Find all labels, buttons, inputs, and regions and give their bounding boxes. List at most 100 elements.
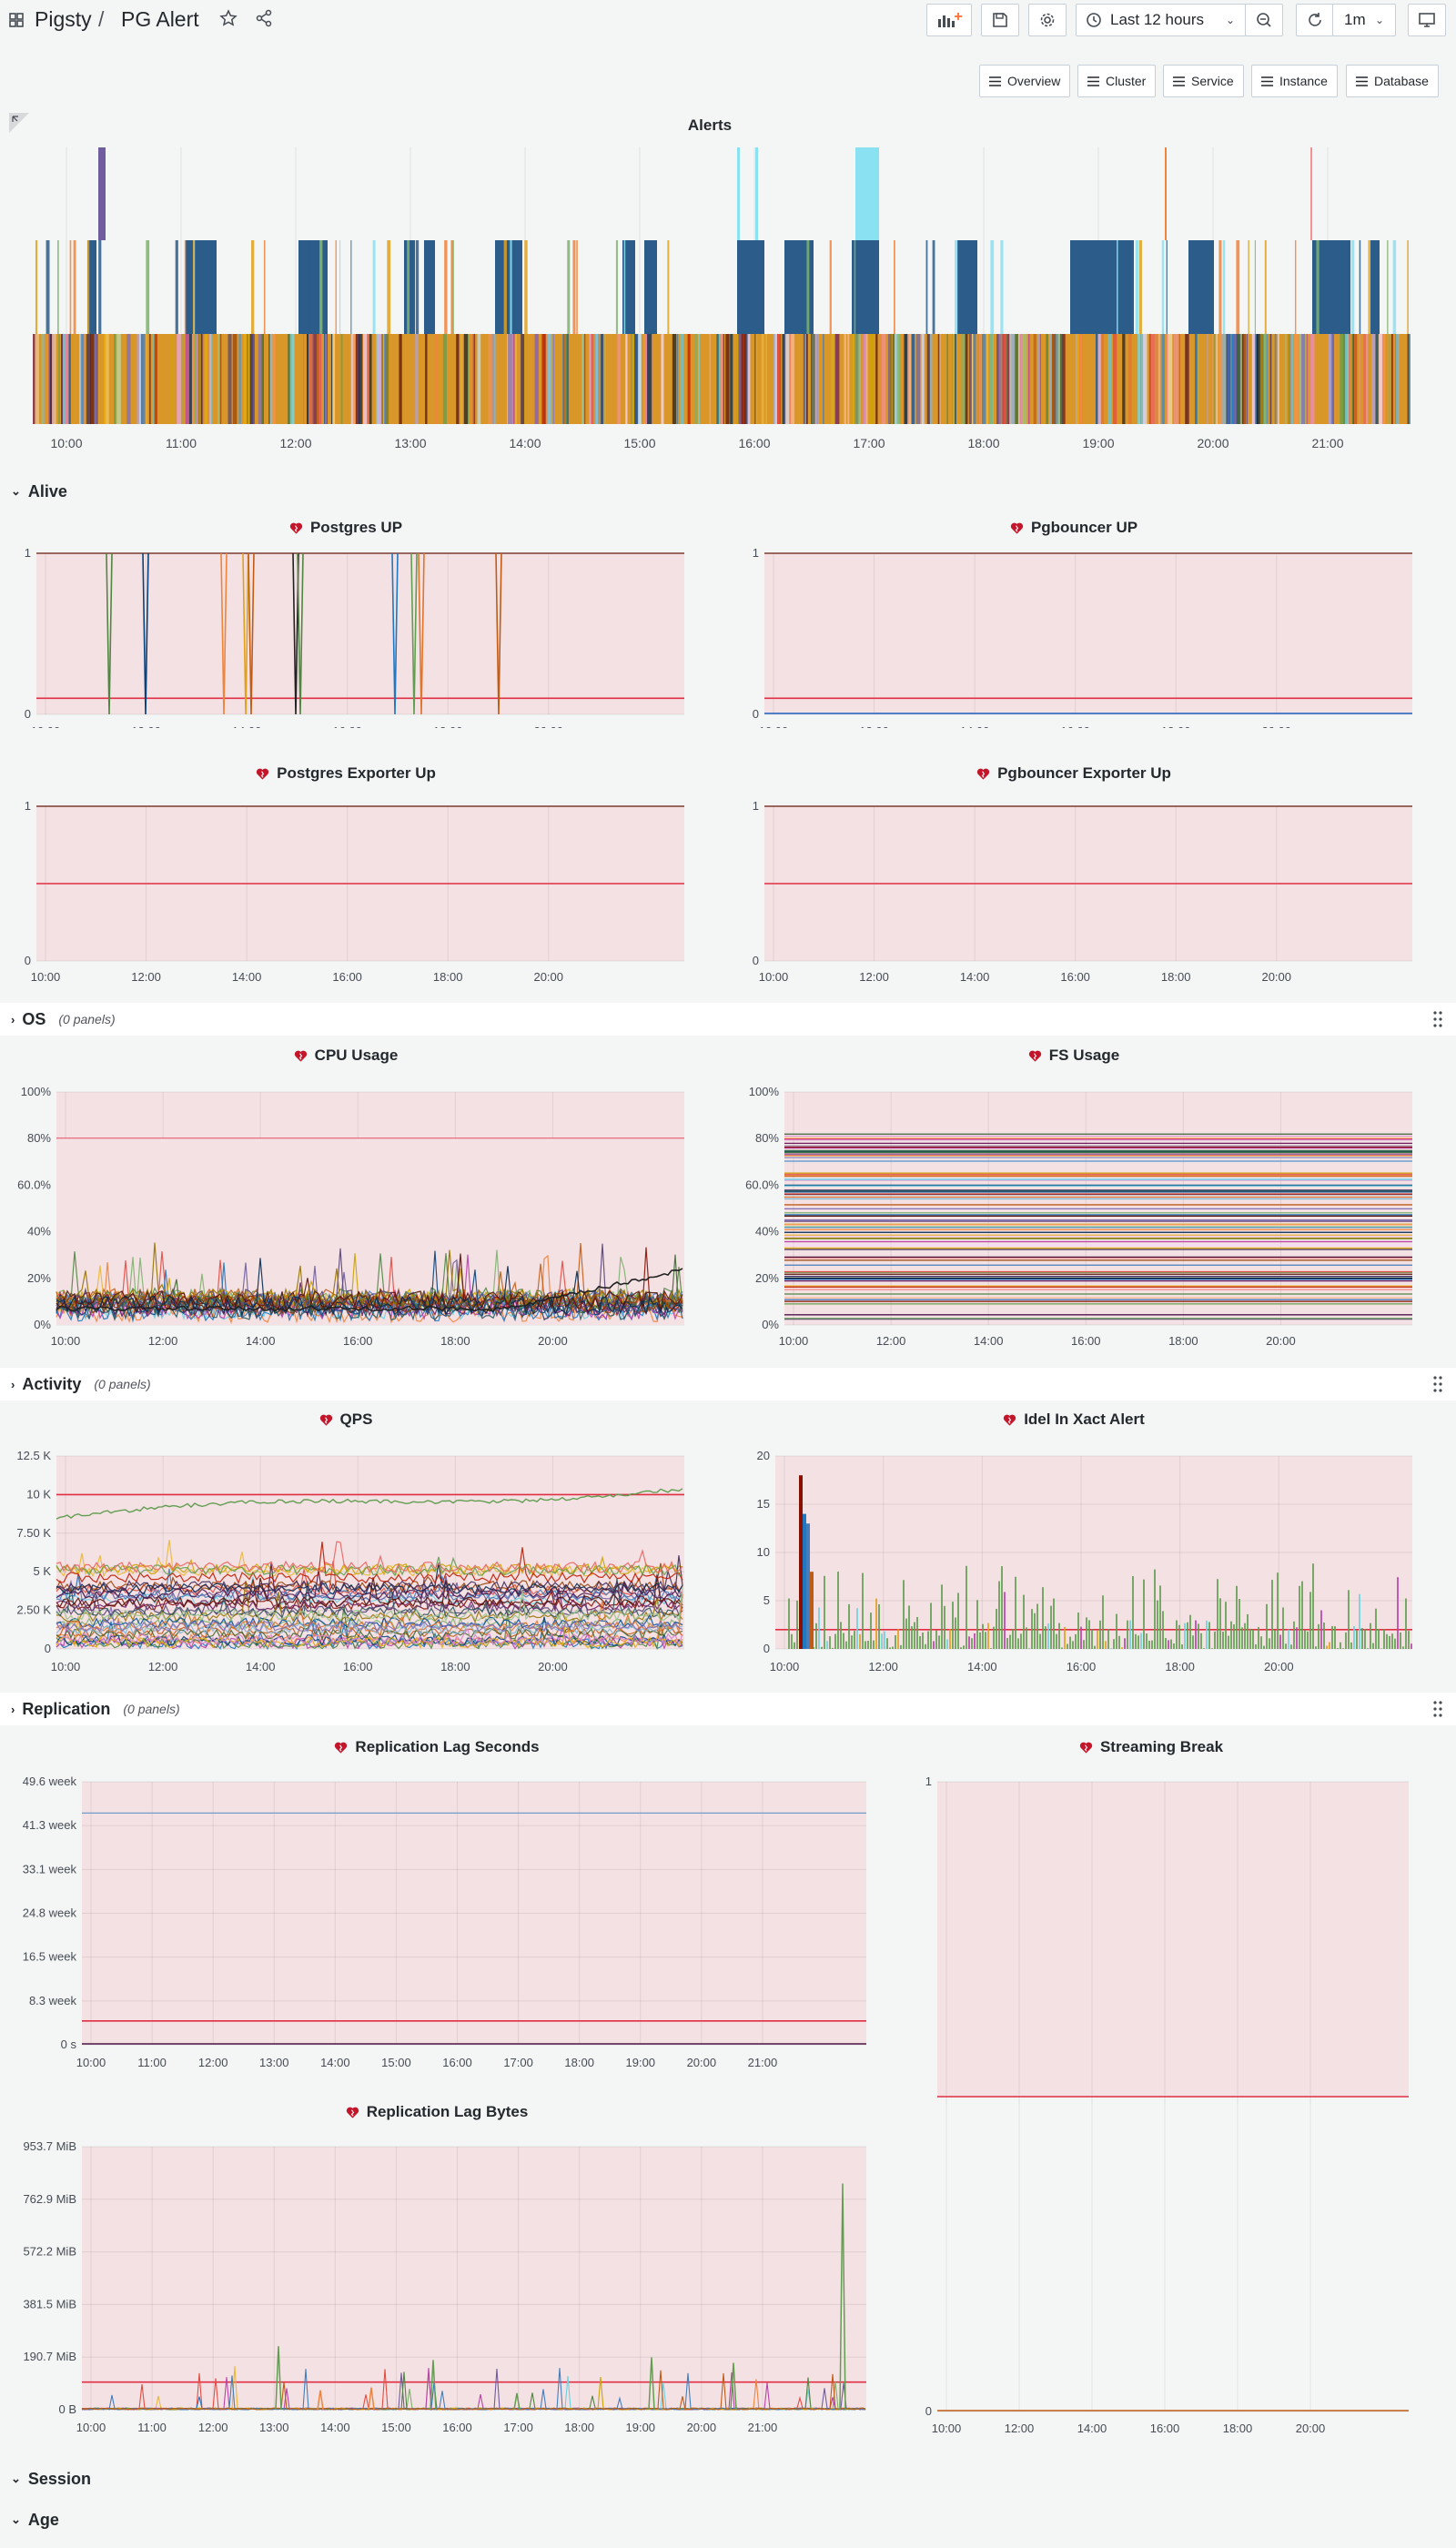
bar — [1045, 1626, 1046, 1649]
alert-bar — [1389, 334, 1391, 424]
series-spike — [368, 2387, 375, 2411]
postgres-exporter-up-chart[interactable]: 0 1 10:00 12:00 14:00 16:00 18:00 20:00 — [0, 792, 692, 983]
bar — [1031, 1609, 1033, 1649]
row-os[interactable]: › OS (0 panels) — [0, 1003, 1456, 1036]
alert-bar — [1138, 240, 1142, 334]
share-icon[interactable] — [253, 7, 275, 29]
refresh-button[interactable] — [1296, 4, 1334, 36]
idle-in-xact-chart[interactable]: 0 5 10 15 20 10:00 12:00 14:00 16:00 18:00 20:00 — [728, 1438, 1420, 1711]
alert-bar — [869, 334, 875, 424]
panel-title-text: Postgres Exporter Up — [277, 764, 436, 782]
link-cluster[interactable]: Cluster — [1077, 65, 1157, 97]
series-line — [56, 1606, 683, 1633]
alert-heart-icon — [335, 1742, 348, 1754]
alert-bar — [952, 334, 956, 424]
dashboard-title[interactable]: PG Alert — [121, 7, 199, 31]
row-session[interactable]: ⌄ Session — [0, 2462, 1456, 2495]
x-tick-label: 20:00 — [687, 2056, 717, 2069]
link-database[interactable]: Database — [1346, 65, 1439, 97]
alert-bar — [450, 240, 453, 334]
alert-bar — [754, 334, 758, 424]
alert-bar — [1248, 240, 1249, 334]
apps-grid-icon[interactable] — [9, 13, 24, 27]
bar — [979, 1632, 981, 1649]
x-tick-label: 12:00 — [876, 1334, 906, 1347]
link-instance[interactable]: Instance — [1251, 65, 1338, 97]
bar — [1118, 1635, 1120, 1649]
alert-bar — [634, 334, 639, 424]
replication-lag-bytes-chart[interactable]: 0 B 190.7 MiB 381.5 MiB 572.2 MiB 762.9 MiB 9… — [0, 2130, 874, 2440]
x-tick-label: 14:00 — [974, 1334, 1004, 1347]
dashboard-settings-button[interactable] — [1028, 4, 1067, 36]
y-tick-label: 0 — [753, 707, 759, 721]
alert-bar — [1310, 147, 1312, 240]
postgres-exporter-up-panel: Postgres Exporter Up 0 1 10:00 12:00 14:00 16… — [0, 764, 692, 983]
alerts-panel: Alerts 10:00 11:00 12:00 13:00 14:00 15:00 16:… — [9, 113, 1410, 459]
save-dashboard-button[interactable] — [981, 4, 1019, 36]
bar — [949, 1629, 951, 1649]
alert-bar — [1351, 334, 1353, 424]
alerts-chart[interactable]: 10:00 11:00 12:00 13:00 14:00 15:00 16:00 17:00… — [9, 140, 1410, 459]
star-icon[interactable] — [217, 7, 239, 29]
alert-bar — [1383, 334, 1386, 424]
x-tick-label: 19:00 — [626, 2421, 656, 2434]
row-activity[interactable]: › Activity (0 panels) — [0, 1368, 1456, 1400]
bar — [1129, 1620, 1131, 1649]
row-alive[interactable]: ⌄ Alive — [0, 475, 1456, 508]
postgres-up-chart[interactable]: 0 1 10:00 12:00 14:00 16:00 18:00 20:00 — [0, 546, 692, 728]
bar — [1367, 1648, 1369, 1649]
qps-chart[interactable]: 0 2.50 K 5 K 7.50 K 10 K 12.5 K 10:00 12:00 14:0… — [0, 1438, 692, 1711]
alert-bar — [921, 334, 924, 424]
alert-bar — [784, 334, 790, 424]
y-tick-label: 0 — [25, 954, 31, 967]
zoom-out-button[interactable] — [1245, 4, 1283, 36]
alert-bar — [887, 334, 892, 424]
series-spike — [292, 552, 299, 715]
alert-bar — [721, 334, 724, 424]
series-spike — [142, 552, 149, 715]
alert-bar — [1207, 334, 1208, 424]
alert-bar — [741, 334, 746, 424]
bar — [1121, 1647, 1123, 1649]
bar — [971, 1638, 973, 1649]
replication-lag-seconds-chart[interactable]: 0 s 8.3 week 16.5 week 24.8 week 33.1 week 41… — [0, 1765, 874, 2075]
time-range-picker[interactable]: Last 12 hours ⌄ — [1076, 4, 1247, 36]
alert-bar — [51, 334, 56, 424]
panel-link-corner-icon[interactable] — [9, 113, 29, 133]
bar — [963, 1645, 965, 1649]
bar — [1067, 1643, 1068, 1649]
cpu-usage-chart[interactable]: 0% 20% 40% 60.0% 80% 100% 10:00 12:00 14:00 16:00… — [0, 1074, 692, 1347]
bar — [1047, 1623, 1049, 1649]
alert-bar — [1278, 334, 1279, 424]
pgbouncer-up-chart[interactable]: 0 1 10:00 12:00 14:00 16:00 18:00 20:00 — [728, 546, 1420, 728]
drag-handle-icon[interactable] — [1432, 1375, 1443, 1393]
link-service[interactable]: Service — [1163, 65, 1244, 97]
breadcrumb-folder[interactable]: Pigsty — [35, 7, 92, 31]
menu-icon — [1261, 76, 1273, 86]
drag-handle-icon[interactable] — [1432, 1700, 1443, 1718]
alert-bar — [355, 334, 360, 424]
row-age[interactable]: ⌄ Age — [0, 2503, 1456, 2536]
refresh-interval-picker[interactable]: 1m ⌄ — [1332, 4, 1396, 36]
link-overview[interactable]: Overview — [979, 65, 1071, 97]
fs-usage-chart[interactable]: 0% 20% 40% 60.0% 80% 100% 10:00 12:00 14:00 16:00… — [728, 1074, 1420, 1347]
alert-bar — [1231, 334, 1236, 424]
tv-mode-button[interactable] — [1408, 4, 1446, 36]
alert-heart-icon — [1079, 1742, 1093, 1754]
alert-bar — [49, 334, 53, 424]
alert-bar — [698, 334, 700, 424]
bar — [1389, 1635, 1390, 1649]
add-panel-button[interactable] — [926, 4, 972, 36]
pgbouncer-exporter-up-chart[interactable]: 0 1 10:00 12:00 14:00 16:00 18:00 20:00 — [728, 792, 1420, 983]
row-replication[interactable]: › Replication (0 panels) — [0, 1693, 1456, 1725]
alert-bar — [314, 240, 316, 334]
drag-handle-icon[interactable] — [1432, 1010, 1443, 1028]
panel-title: FS Usage — [728, 1046, 1420, 1065]
y-tick-label: 0 B — [58, 2402, 76, 2416]
alert-bar — [317, 334, 318, 424]
alert-bar — [330, 334, 333, 424]
alert-bar — [514, 334, 517, 424]
streaming-break-chart[interactable]: 0 1 10:00 12:00 14:00 16:00 18:00 20:00 — [883, 1765, 1420, 2439]
chevron-right-icon: › — [11, 1012, 15, 1026]
alert-bar — [444, 240, 448, 334]
